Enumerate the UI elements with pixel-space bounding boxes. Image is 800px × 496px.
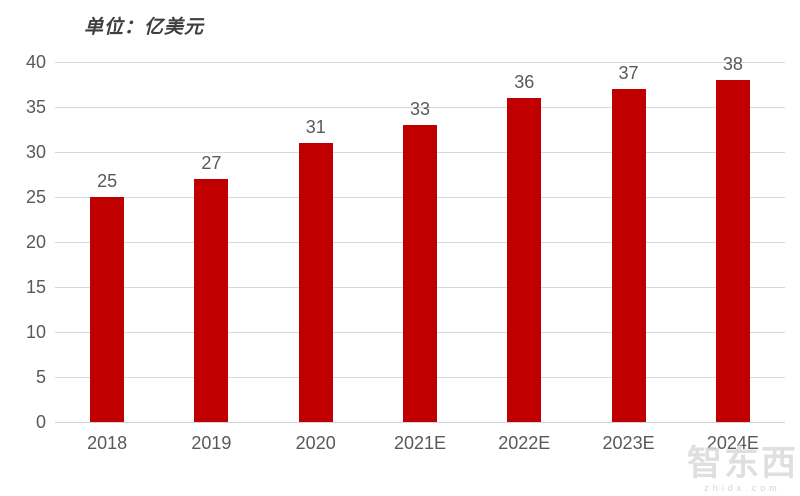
x-axis-tick-label: 2019 (191, 433, 232, 453)
x-axis-tick-label: 2023E (602, 433, 655, 453)
bar-2022E (507, 98, 542, 422)
bar-value-label: 25 (97, 171, 118, 191)
x-axis-line (55, 422, 785, 423)
bar-value-label: 38 (722, 54, 743, 74)
gridline (55, 62, 785, 63)
y-axis-tick-label: 15 (25, 277, 46, 297)
bar-value-label: 27 (201, 153, 222, 173)
y-axis-tick-label: 40 (25, 52, 46, 72)
y-axis-tick-label: 0 (35, 412, 46, 432)
y-axis-tick-label: 30 (25, 142, 46, 162)
x-axis-tick-label: 2021E (393, 433, 447, 453)
bar-2018 (90, 197, 125, 422)
y-axis-tick-label: 35 (25, 97, 46, 117)
bar-value-label: 36 (514, 72, 535, 92)
bar-2020 (298, 143, 333, 422)
bar-2024E (715, 80, 750, 422)
x-axis-tick-label: 2018 (87, 433, 128, 453)
x-axis-tick-label: 2020 (295, 433, 336, 453)
x-axis-tick-label: 2022E (498, 433, 551, 453)
chart-unit-label: 单位：亿美元 (84, 16, 205, 38)
bar-2023E (611, 89, 646, 422)
y-axis-tick-label: 10 (25, 322, 46, 342)
bar-value-label: 37 (618, 63, 639, 83)
bar-2019 (194, 179, 229, 422)
y-axis-tick-label: 25 (25, 187, 46, 207)
bar-value-label: 33 (409, 99, 431, 119)
y-axis-tick-label: 5 (35, 367, 46, 387)
gridline (55, 107, 785, 108)
bar-2021E (403, 125, 437, 422)
y-axis-tick-label: 20 (25, 232, 46, 252)
bar-value-label: 31 (305, 117, 326, 137)
x-axis-tick-label: 2024E (706, 433, 759, 453)
